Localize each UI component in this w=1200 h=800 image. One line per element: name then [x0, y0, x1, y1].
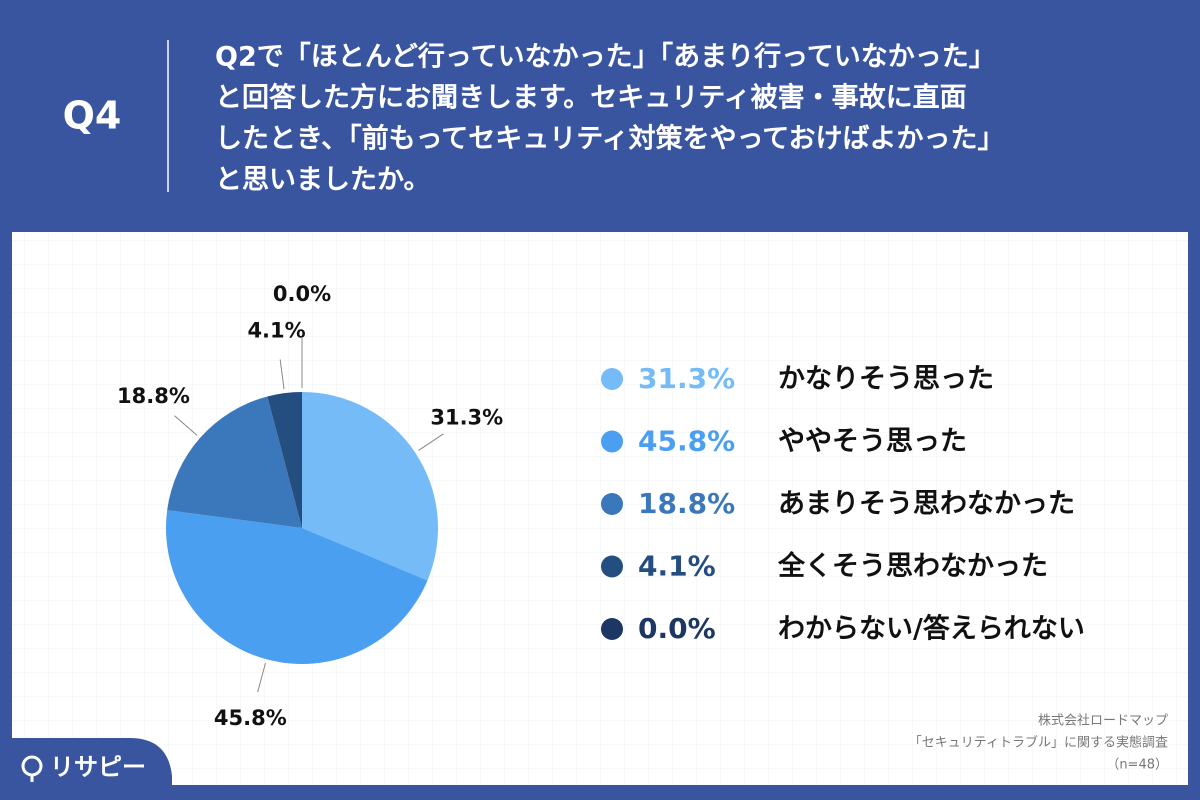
pie-slice	[267, 392, 302, 528]
legend-label: 全くそう思わなかった	[777, 550, 1048, 582]
leader-line	[257, 663, 266, 693]
legend-marker	[601, 368, 623, 390]
leader-line	[418, 433, 444, 451]
legend-value: 4.1%	[638, 550, 716, 583]
legend-value: 45.8%	[638, 425, 735, 458]
leader-line	[279, 359, 285, 390]
legend-label: わからない/答えられない	[778, 613, 1085, 645]
pie-slice	[302, 392, 438, 581]
legend-marker	[601, 618, 623, 640]
data-label: 31.3%	[430, 405, 503, 429]
logo: リサピー	[50, 753, 146, 781]
legend-label: ややそう思った	[778, 426, 967, 457]
source: （n=48）	[1106, 758, 1168, 773]
logo-tab	[0, 738, 172, 800]
data-label: 18.8%	[117, 384, 190, 408]
legend-marker	[601, 430, 623, 453]
legend-label: あまりそう思わなかった	[778, 489, 1075, 520]
question-number: Q4	[63, 94, 122, 138]
legend-value: 18.8%	[638, 487, 735, 520]
question-text: したとき、「前もってセキュリティ対策をやっておけばよかった」	[215, 123, 1004, 155]
data-label: 45.8%	[214, 706, 287, 730]
legend-value: 0.0%	[638, 612, 716, 645]
source: 「セキュリティトラブル」に関する実態調査	[909, 735, 1168, 751]
pie-slice	[165, 510, 428, 664]
pie-slice	[167, 396, 302, 528]
legend-marker	[601, 493, 623, 515]
question-text: Q2で「ほとんど行っていなかった」「あまり行っていなかった」	[215, 41, 996, 73]
data-label: 0.0%	[273, 282, 331, 306]
data-label: 4.1%	[247, 319, 305, 343]
question-text: と回答した方にお聞きします。セキュリティ被害・事故に直面	[215, 82, 967, 114]
source: 株式会社ロードマップ	[1038, 713, 1168, 729]
leader-line	[174, 415, 198, 436]
legend-marker	[601, 555, 623, 578]
legend-label: かなりそう思った	[778, 364, 994, 395]
legend-value: 31.3%	[638, 362, 735, 395]
question-text: と思いましたか。	[215, 165, 430, 196]
